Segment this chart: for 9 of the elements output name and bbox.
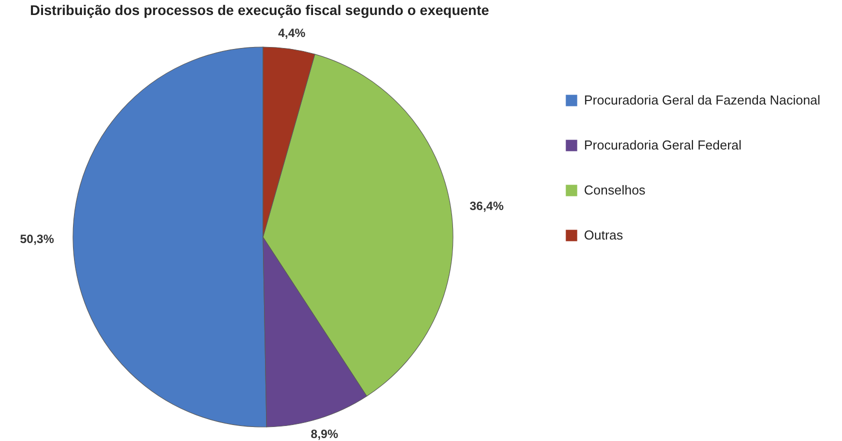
legend-label: Conselhos [584,182,646,198]
legend-label: Procuradoria Geral da Fazenda Nacional [584,92,820,108]
chart-title: Distribuição dos processos de execução fiscal segundo o exequente [30,2,490,18]
data-label: 36,4% [470,199,504,214]
data-label: 8,9% [310,426,338,441]
data-label: 4,4% [278,26,306,40]
data-label: 50,3% [20,232,54,246]
legend-label: Outras [584,228,624,242]
legend-label: Procuradoria Geral Federal [584,138,742,152]
